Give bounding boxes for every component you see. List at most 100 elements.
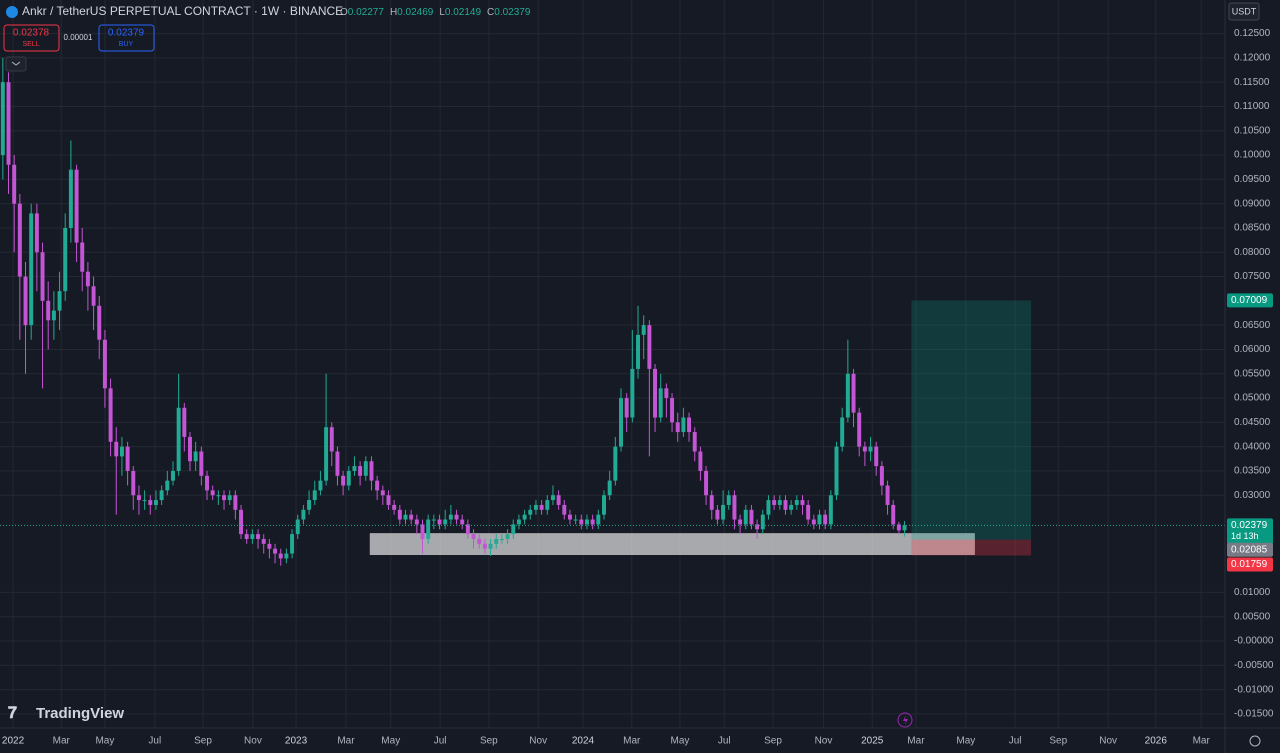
candle-body [222, 495, 227, 501]
candle-body [165, 480, 170, 491]
candle-body [692, 432, 697, 452]
buy-price: 0.02379 [108, 28, 145, 39]
target-label: 0.07009 [1231, 295, 1268, 306]
candle-body [63, 227, 68, 292]
candle-body [499, 538, 504, 540]
candle-body [613, 446, 618, 481]
candle-body [477, 538, 482, 544]
x-tick-label: Sep [194, 736, 212, 747]
candle-body [341, 475, 346, 486]
x-tick-label: Nov [1099, 736, 1117, 747]
last-price-badge [1227, 518, 1273, 545]
spread: 0.00001 [64, 33, 93, 42]
candle-body [261, 538, 266, 544]
candle-body [789, 504, 794, 510]
candle-body [239, 509, 244, 535]
candle-body [386, 495, 391, 505]
candle-body [505, 534, 510, 539]
candle-body [715, 509, 720, 520]
candle-body [550, 495, 555, 501]
candle-body [670, 398, 675, 423]
candle-body [579, 519, 584, 525]
collapse-button[interactable] [5, 56, 27, 72]
candle-body [840, 417, 845, 447]
candle-body [687, 417, 692, 433]
y-tick-label: 0.12500 [1234, 28, 1271, 39]
candle-body [891, 504, 896, 525]
x-tick-label: Jul [148, 736, 161, 747]
ohlc-value: 0.02149 [445, 7, 482, 18]
x-tick-label: Mar [623, 736, 641, 747]
candle-body [528, 509, 533, 515]
candle-body [675, 422, 680, 433]
candle-body [17, 203, 22, 277]
candle-body [335, 451, 340, 476]
candle-body [74, 169, 79, 243]
target-area [911, 300, 1032, 540]
candle-body [465, 524, 470, 535]
candle-body [494, 538, 499, 544]
candle-body [363, 461, 368, 476]
candle-body [23, 276, 28, 326]
candle-body [409, 514, 414, 520]
candle-body [142, 500, 147, 502]
candle-body [749, 509, 754, 525]
ohlc-key: H [390, 7, 397, 18]
candle-body [721, 504, 726, 520]
y-tick-label: 0.09000 [1234, 198, 1271, 209]
candle-body [312, 490, 317, 501]
candle-body [738, 519, 743, 525]
candle-body [233, 495, 238, 510]
candle-body [6, 82, 11, 165]
candle-body [159, 490, 164, 501]
entry-badge [1227, 542, 1273, 557]
candle-body [698, 451, 703, 471]
candle-body [766, 500, 771, 515]
candle-body [777, 500, 782, 505]
candle-body [193, 451, 198, 462]
candle-body [119, 446, 124, 457]
candle-body [34, 213, 39, 253]
alert-icon[interactable] [897, 712, 913, 728]
y-tick-label: 0.10000 [1234, 150, 1271, 161]
candle-body [380, 490, 385, 496]
candle-body [182, 407, 187, 437]
buy-label: BUY [119, 41, 134, 48]
countdown: 1d 13h [1231, 531, 1259, 541]
ohlc-legend: O0.02277 H0.02469 L0.02149 C0.02379 [340, 7, 531, 18]
buy-button[interactable] [98, 24, 155, 52]
candle-body [641, 325, 646, 335]
candle-body [51, 310, 56, 321]
candle-body [250, 534, 255, 539]
candle-body [136, 495, 141, 501]
candle-body [244, 534, 249, 539]
x-tick-label: May [381, 736, 400, 747]
plot-area [0, 57, 1225, 566]
candle-body [91, 286, 96, 306]
y-tick-label: 0.04500 [1234, 417, 1271, 428]
candle-body [46, 300, 51, 321]
candle-body [205, 475, 209, 491]
candle-body [443, 519, 448, 525]
currency-button[interactable] [1228, 2, 1260, 21]
candle-body [845, 373, 850, 418]
candle-body [108, 388, 113, 442]
candle-body [29, 213, 34, 326]
x-tick-label: 2023 [285, 736, 308, 747]
sell-button[interactable] [3, 24, 60, 52]
candle-body [851, 373, 856, 413]
logo: TradingView [36, 705, 124, 722]
candle-body [57, 291, 62, 311]
candle-body [522, 514, 527, 520]
x-tick-label: 2026 [1145, 736, 1168, 747]
candle-body [811, 519, 816, 525]
candle-body [227, 495, 232, 501]
candle-body [131, 470, 136, 496]
symbol-icon [6, 6, 18, 18]
candle-body [823, 514, 828, 525]
support-zone [369, 533, 975, 556]
candle-body [148, 500, 153, 505]
y-tick-label: 0.05500 [1234, 368, 1271, 379]
candle-body [80, 242, 85, 272]
settings-icon[interactable] [1249, 735, 1261, 747]
